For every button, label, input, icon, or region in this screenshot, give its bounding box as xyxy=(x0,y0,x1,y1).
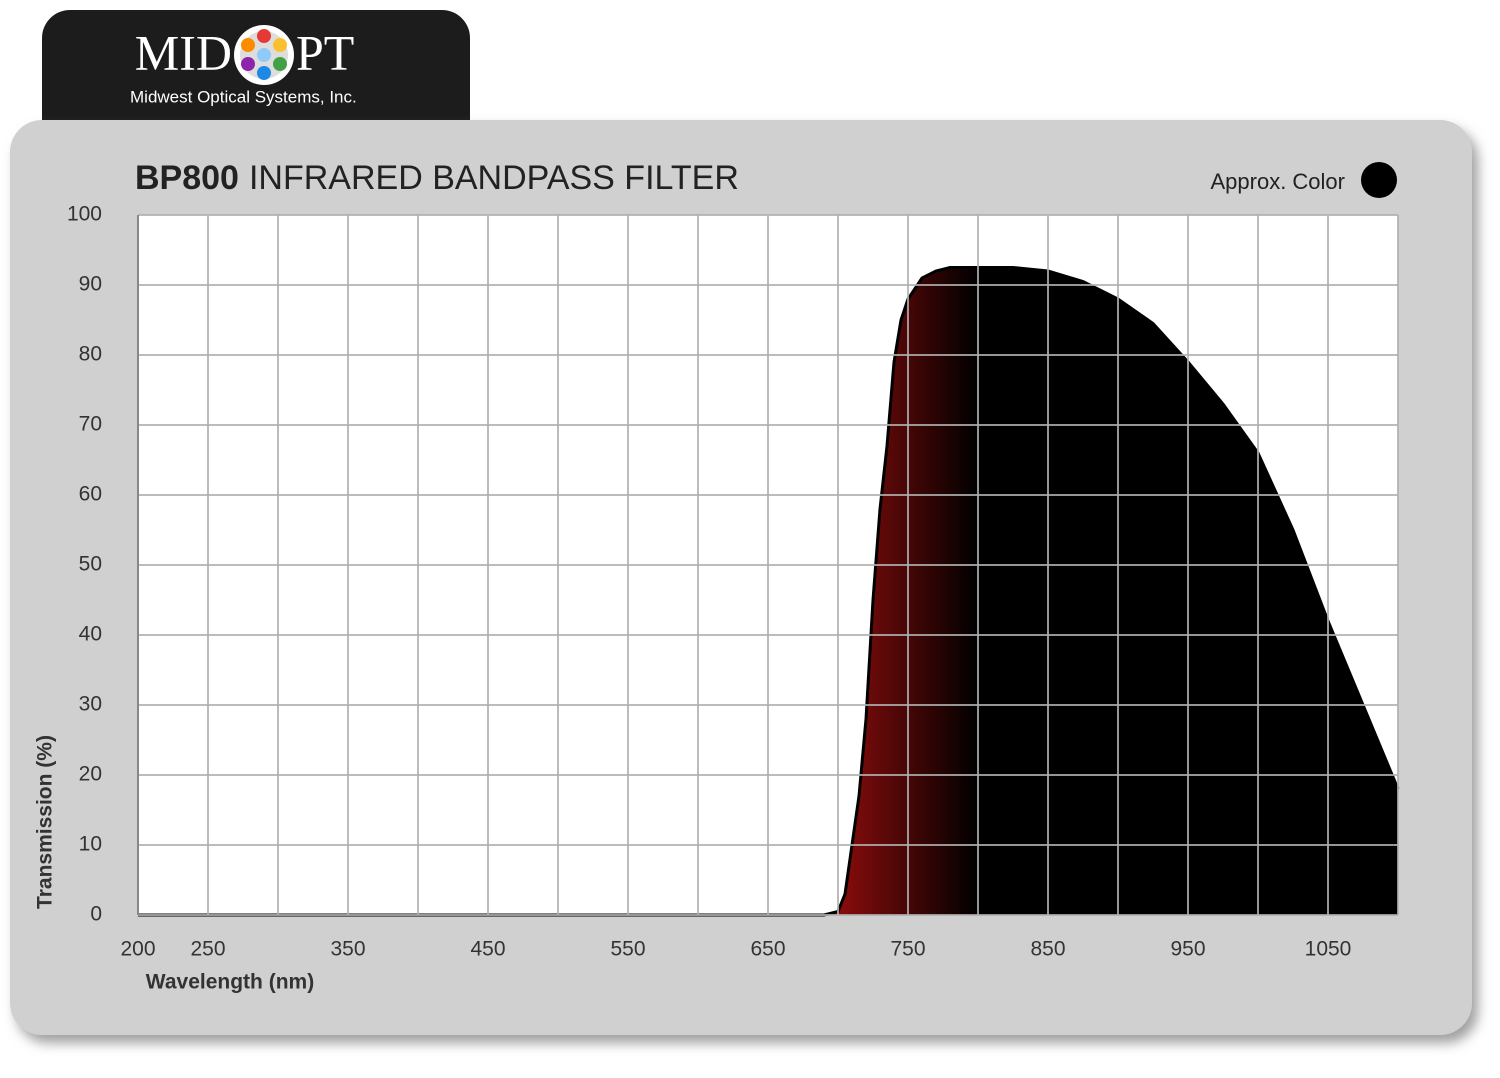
y-tick-label: 30 xyxy=(79,693,102,716)
x-tick-label: 200 xyxy=(120,938,155,961)
y-tick-label: 80 xyxy=(79,343,102,366)
logo-left: MID xyxy=(135,24,232,80)
logo-subtitle: Midwest Optical Systems, Inc. xyxy=(130,87,357,106)
y-tick-label: 20 xyxy=(79,763,102,786)
x-tick-label: 250 xyxy=(190,938,225,961)
chart-title: BP800 INFRARED BANDPASS FILTER xyxy=(135,159,739,197)
x-axis-label: Wavelength (nm) xyxy=(146,971,314,994)
title-rest: INFRARED BANDPASS FILTER xyxy=(249,159,739,197)
x-tick-label: 350 xyxy=(330,938,365,961)
logo-right: PT xyxy=(296,24,354,80)
y-tick-label: 60 xyxy=(79,483,102,506)
x-tick-label: 450 xyxy=(470,938,505,961)
legend-label: Approx. Color xyxy=(1210,169,1345,194)
x-tick-label: 750 xyxy=(890,938,925,961)
y-tick-label: 10 xyxy=(79,833,102,856)
x-tick-label: 950 xyxy=(1170,938,1205,961)
y-axis-label: Transmission (%) xyxy=(34,735,57,909)
x-tick-label: 1050 xyxy=(1305,938,1352,961)
x-tick-label: 850 xyxy=(1030,938,1065,961)
y-tick-label: 90 xyxy=(79,273,102,296)
title-bold: BP800 xyxy=(135,159,239,197)
y-tick-label: 0 xyxy=(90,903,102,926)
area xyxy=(138,267,1398,915)
x-tick-label: 550 xyxy=(610,938,645,961)
x-tick-label: 650 xyxy=(750,938,785,961)
logo-icon xyxy=(234,25,294,85)
y-tick-label: 70 xyxy=(79,413,102,436)
y-tick-label: 50 xyxy=(79,553,102,576)
y-tick-label: 100 xyxy=(67,203,102,226)
y-tick-label: 40 xyxy=(79,623,102,646)
legend-swatch xyxy=(1361,162,1397,198)
